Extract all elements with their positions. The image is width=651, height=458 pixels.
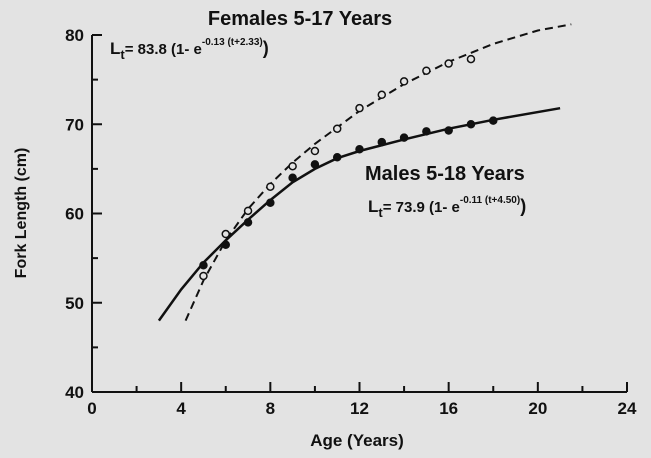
- x-tick-label: 0: [87, 399, 96, 418]
- x-tick-label: 20: [528, 399, 547, 418]
- y-tick-label: 60: [65, 205, 84, 224]
- equation: Lt= 73.9 (1- e-0.11 (t+4.50)): [368, 195, 526, 220]
- fitted-curve: [184, 23, 572, 322]
- data-point: [422, 66, 431, 75]
- equation-sub: t: [378, 205, 383, 220]
- fitted-curve: [157, 106, 561, 322]
- y-axis-label: Fork Length (cm): [13, 148, 30, 279]
- equation-sub: t: [120, 47, 125, 62]
- x-tick-label: 12: [350, 399, 369, 418]
- data-point: [221, 229, 230, 239]
- equation-coef: = 83.8 (1- e: [125, 41, 202, 58]
- data-point: [332, 153, 342, 162]
- equation-base: L: [110, 39, 120, 58]
- x-tick-label: 4: [176, 399, 186, 418]
- y-tick-label: 50: [65, 294, 84, 313]
- data-point: [266, 198, 275, 208]
- x-tick-label: 24: [618, 399, 637, 418]
- equation-close: ): [263, 38, 269, 58]
- data-point: [243, 206, 253, 216]
- data-point: [310, 160, 320, 169]
- equation-exponent: -0.11 (t+4.50): [460, 195, 520, 206]
- annotation-title: Females 5-17 Years: [208, 8, 392, 30]
- y-tick-label: 40: [65, 383, 84, 402]
- equation-close: ): [520, 196, 526, 216]
- equation-base: L: [368, 197, 378, 216]
- data-point: [444, 59, 453, 68]
- y-tick-label: 80: [65, 26, 84, 45]
- data-point: [288, 161, 297, 171]
- data-point: [377, 137, 387, 147]
- data-point: [466, 120, 476, 129]
- data-point: [444, 126, 453, 135]
- data-point: [355, 144, 364, 154]
- data-point: [355, 103, 364, 113]
- x-axis-label: Age (Years): [310, 431, 404, 450]
- x-tick-label: 16: [439, 399, 458, 418]
- data-point: [399, 133, 409, 142]
- data-point: [221, 240, 230, 249]
- data-point: [399, 77, 409, 86]
- data-point: [199, 261, 208, 270]
- data-point: [466, 54, 476, 64]
- data-point: [310, 146, 320, 156]
- equation: Lt= 83.8 (1- e-0.13 (t+2.33)): [110, 37, 269, 62]
- data-point: [199, 271, 208, 281]
- data-point: [422, 127, 431, 136]
- data-point: [489, 116, 498, 125]
- data-point: [377, 90, 387, 100]
- data-point: [243, 218, 253, 227]
- equation-exponent: -0.13 (t+2.33): [202, 37, 263, 48]
- equation-coef: = 73.9 (1- e: [383, 199, 460, 216]
- x-tick-label: 8: [266, 399, 275, 418]
- data-point: [332, 124, 342, 133]
- data-point: [266, 182, 275, 191]
- data-point: [288, 173, 297, 183]
- y-tick-label: 70: [65, 115, 84, 134]
- annotation-title: Males 5-18 Years: [365, 163, 525, 185]
